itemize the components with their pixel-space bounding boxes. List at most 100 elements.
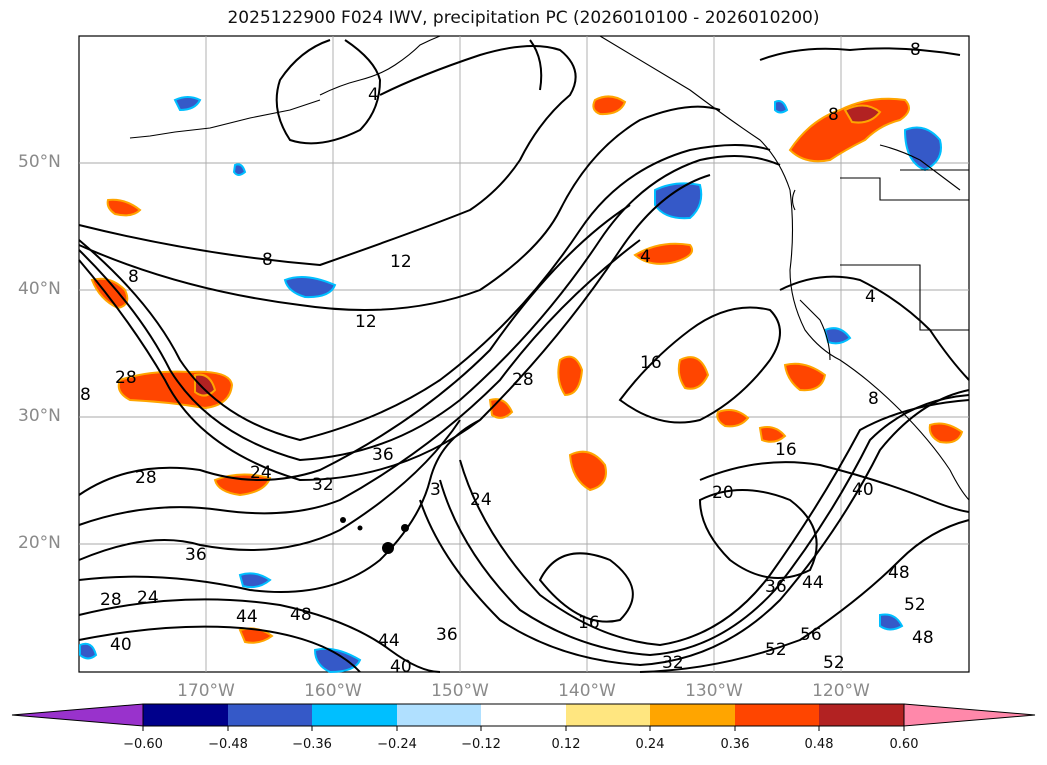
precip-blob <box>903 126 942 172</box>
colorbar-outline <box>142 703 905 727</box>
colorbar-segment <box>312 704 397 726</box>
precip-blob <box>557 355 584 397</box>
contour-line <box>78 419 481 593</box>
precip-blob <box>758 426 787 443</box>
colorbar-tick-label: 0.60 <box>889 737 919 752</box>
lon-label-150w: 150°W <box>431 681 489 701</box>
precip-blob <box>716 409 750 428</box>
colorbar-tick-label: 0.12 <box>551 737 581 752</box>
contour-label: 8 <box>910 40 921 60</box>
contour-label: 40 <box>390 657 412 677</box>
contour-line <box>459 399 970 647</box>
precip-blob <box>774 100 789 114</box>
contour-line <box>538 552 634 623</box>
precip-blob <box>928 422 964 444</box>
contour-line <box>78 105 721 311</box>
precip-blob <box>654 182 703 220</box>
contour-label: 56 <box>800 625 822 645</box>
lon-label-130w: 130°W <box>685 681 743 701</box>
precip-blob <box>633 242 694 265</box>
contour-label: 28 <box>512 370 534 390</box>
colorbar-tick-label: −0.12 <box>461 737 501 752</box>
contour-label: 16 <box>578 613 600 633</box>
precip-blob <box>568 450 607 492</box>
contour-label: 28 <box>100 590 122 610</box>
coastline <box>791 189 831 361</box>
contour-line <box>419 389 970 667</box>
contour-label: 44 <box>802 573 824 593</box>
precip-shading <box>90 95 964 644</box>
contour-line <box>78 174 711 482</box>
contour-line <box>698 489 818 579</box>
coastline <box>129 99 321 139</box>
precip-neg-shading <box>79 96 942 674</box>
contour-label: 36 <box>765 577 787 597</box>
contour-line <box>78 419 461 561</box>
contour-label: 36 <box>372 445 394 465</box>
contour-line <box>78 625 361 673</box>
contour-line <box>78 598 441 673</box>
precip-blob <box>283 275 337 299</box>
contour-label: 36 <box>436 625 458 645</box>
contour-line <box>78 155 781 462</box>
coastline <box>879 144 961 191</box>
contour-label: 52 <box>823 653 845 673</box>
contour-label: 48 <box>888 563 910 583</box>
contour-line <box>275 39 382 145</box>
colorbar-segment <box>735 704 819 726</box>
contour-label: 44 <box>236 607 258 627</box>
contour-label: 3 <box>430 480 441 500</box>
contour-line <box>759 47 961 61</box>
contour-line <box>78 239 641 526</box>
contour-line <box>639 519 970 673</box>
contour-line <box>439 394 970 657</box>
map-title: 2025122900 F024 IWV, precipitation PC (2… <box>227 8 820 28</box>
precip-blob <box>823 327 852 345</box>
contour-label: 28 <box>115 368 137 388</box>
contour-label: 4 <box>865 287 876 307</box>
contour-label: 24 <box>250 463 272 483</box>
contour-label: 4 <box>368 85 379 105</box>
contour-line <box>78 204 631 496</box>
colorbar-segment <box>143 704 228 726</box>
precip-blob <box>106 198 142 217</box>
contour-label: 28 <box>135 468 157 488</box>
colorbar-segment <box>650 704 735 726</box>
contour-label: 12 <box>390 252 412 272</box>
contour-label: 40 <box>852 480 874 500</box>
hawaii-islands <box>340 517 409 554</box>
lon-label-120w: 120°W <box>812 681 870 701</box>
graticule <box>79 36 969 672</box>
colorbar-tick-label: 0.36 <box>720 737 750 752</box>
contour-line <box>618 306 781 424</box>
precip-blob <box>238 572 272 589</box>
contour-label: 40 <box>110 635 132 655</box>
colorbar-tick-label: −0.36 <box>292 737 332 752</box>
precip-blob <box>843 104 882 124</box>
contour-label: 8 <box>128 267 139 287</box>
contour-label: 4 <box>640 247 651 267</box>
contour-label: 16 <box>775 440 797 460</box>
contour-label: 32 <box>662 653 684 673</box>
contour-label: 24 <box>137 588 159 608</box>
lon-label-160w: 160°W <box>304 681 362 701</box>
precip-blob <box>783 362 827 392</box>
lat-label-50n: 50°N <box>18 152 61 172</box>
lat-label-20n: 20°N <box>18 533 61 553</box>
colorbar-segment <box>228 704 312 726</box>
iwv-contours <box>78 39 970 673</box>
colorbar-segment <box>566 704 650 726</box>
colorbar-tick-label: 0.24 <box>635 737 665 752</box>
contour-label: 8 <box>828 105 839 125</box>
precip-blob <box>313 647 362 674</box>
precip-blob <box>232 163 247 176</box>
contour-label: 44 <box>378 631 400 651</box>
contour-line <box>699 461 970 513</box>
contour-line <box>779 275 970 381</box>
lat-label-30n: 30°N <box>18 406 61 426</box>
contour-labels: 4 8 8 8 8 8 12 12 16 16 16 20 24 24 24 2… <box>80 40 934 677</box>
colorbar <box>11 703 1036 731</box>
colorbar-segment <box>819 704 904 726</box>
contour-label: 12 <box>355 312 377 332</box>
